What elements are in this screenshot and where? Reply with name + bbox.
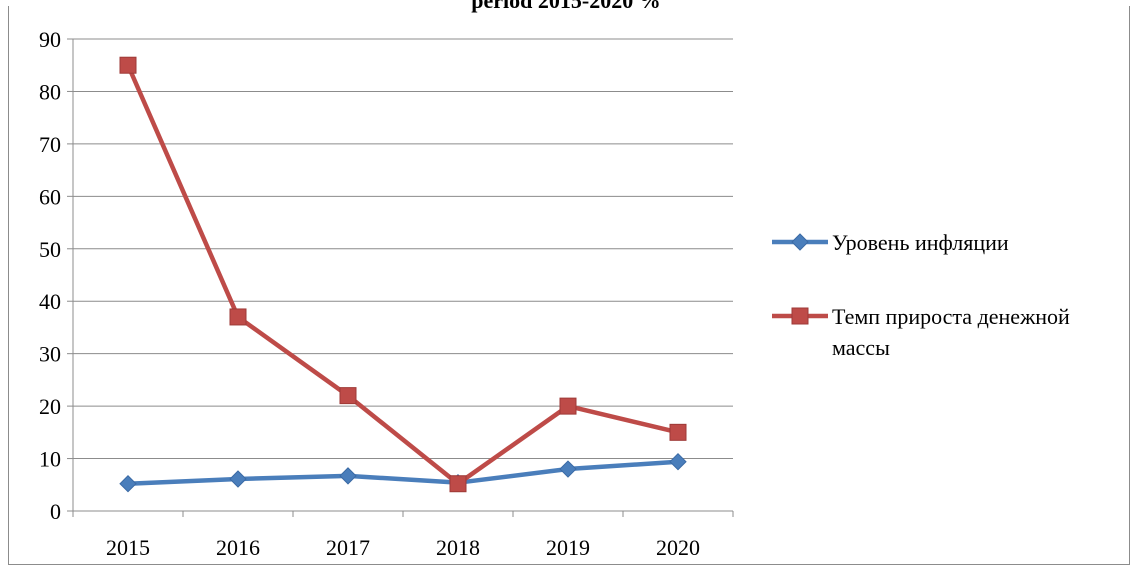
y-tick-label: 0: [50, 499, 61, 524]
data-point-series-2: [559, 397, 577, 415]
data-point-series-2: [669, 423, 687, 441]
x-tick-label: 2015: [106, 535, 150, 560]
y-tick-label: 60: [39, 184, 61, 209]
x-tick-label: 2017: [326, 535, 370, 560]
data-point-series-2: [449, 475, 467, 493]
data-point-series-1: [339, 467, 357, 485]
data-point-series-1: [559, 460, 577, 478]
data-point-series-2: [229, 308, 247, 326]
legend-label-2: Темп прироста денежной: [832, 304, 1070, 329]
data-point-series-2: [119, 56, 137, 74]
x-tick-label: 2016: [216, 535, 260, 560]
y-tick-label: 90: [39, 27, 61, 52]
legend-marker-1: [791, 233, 809, 251]
data-point-series-1: [119, 475, 137, 493]
x-tick-label: 2018: [436, 535, 480, 560]
y-tick-label: 80: [39, 79, 61, 104]
chart-title: period 2015-2020 %: [471, 0, 661, 13]
x-tick-label: 2019: [546, 535, 590, 560]
data-point-series-2: [339, 387, 357, 405]
x-tick-label: 2020: [656, 535, 700, 560]
chart-frame: [8, 6, 1130, 565]
y-tick-label: 10: [39, 447, 61, 472]
series-line-1: [127, 459, 679, 486]
y-tick-label: 40: [39, 289, 61, 314]
y-tick-label: 20: [39, 394, 61, 419]
legend-label-2: массы: [832, 335, 890, 360]
y-tick-label: 70: [39, 132, 61, 157]
series-line-2: [125, 64, 679, 486]
legend-marker-2: [791, 307, 809, 325]
data-point-series-1: [229, 470, 247, 488]
data-point-series-1: [669, 452, 687, 471]
y-tick-label: 50: [39, 237, 61, 262]
legend-label-1: Уровень инфляции: [832, 230, 1009, 255]
y-tick-label: 30: [39, 342, 61, 367]
